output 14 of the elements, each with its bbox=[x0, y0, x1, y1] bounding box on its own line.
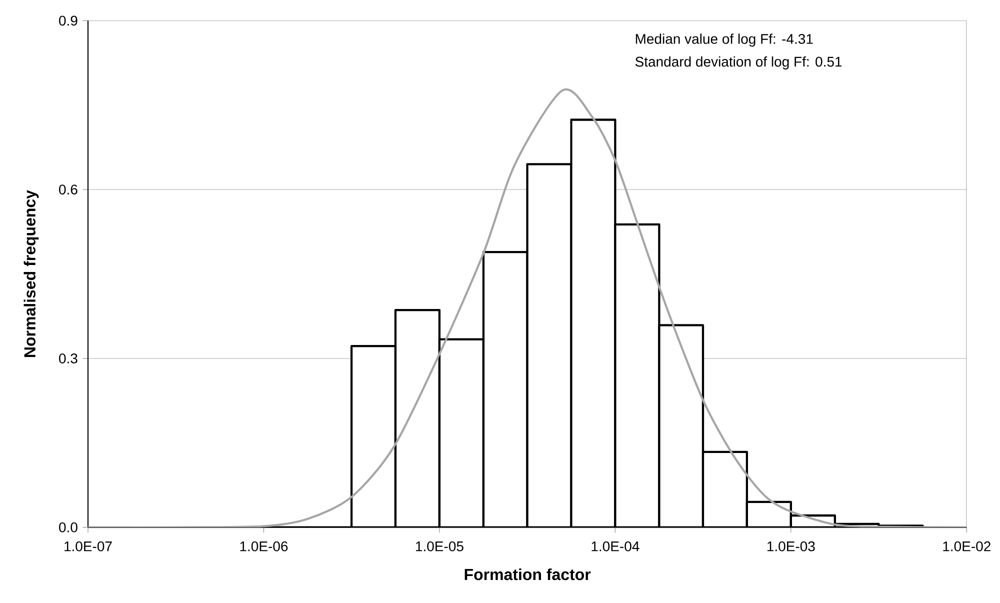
annotation: Median value of log Ff: -4.31 bbox=[636, 34, 813, 47]
x-tick-label: 1.0E-07 bbox=[64, 541, 112, 552]
x-tick-label: 1.0E-05 bbox=[416, 541, 464, 552]
x-axis-title: Formation factor bbox=[464, 568, 591, 580]
annotation: Standard deviation of log Ff: 0.51 bbox=[635, 56, 842, 70]
x-tick-label: 1.0E-03 bbox=[767, 541, 815, 552]
x-tick-label: 1.0E-04 bbox=[592, 541, 640, 552]
y-tick-label: 0.0 bbox=[59, 522, 78, 532]
x-tick-label: 1.0E-02 bbox=[943, 541, 990, 552]
y-tick-label: 0.6 bbox=[59, 184, 78, 195]
y-tick-label: 0.9 bbox=[59, 16, 78, 26]
x-tick-label: 1.0E-06 bbox=[240, 541, 288, 552]
y-axis-title: Normalised frequency bbox=[24, 190, 39, 357]
y-tick-label: 0.3 bbox=[59, 353, 78, 364]
